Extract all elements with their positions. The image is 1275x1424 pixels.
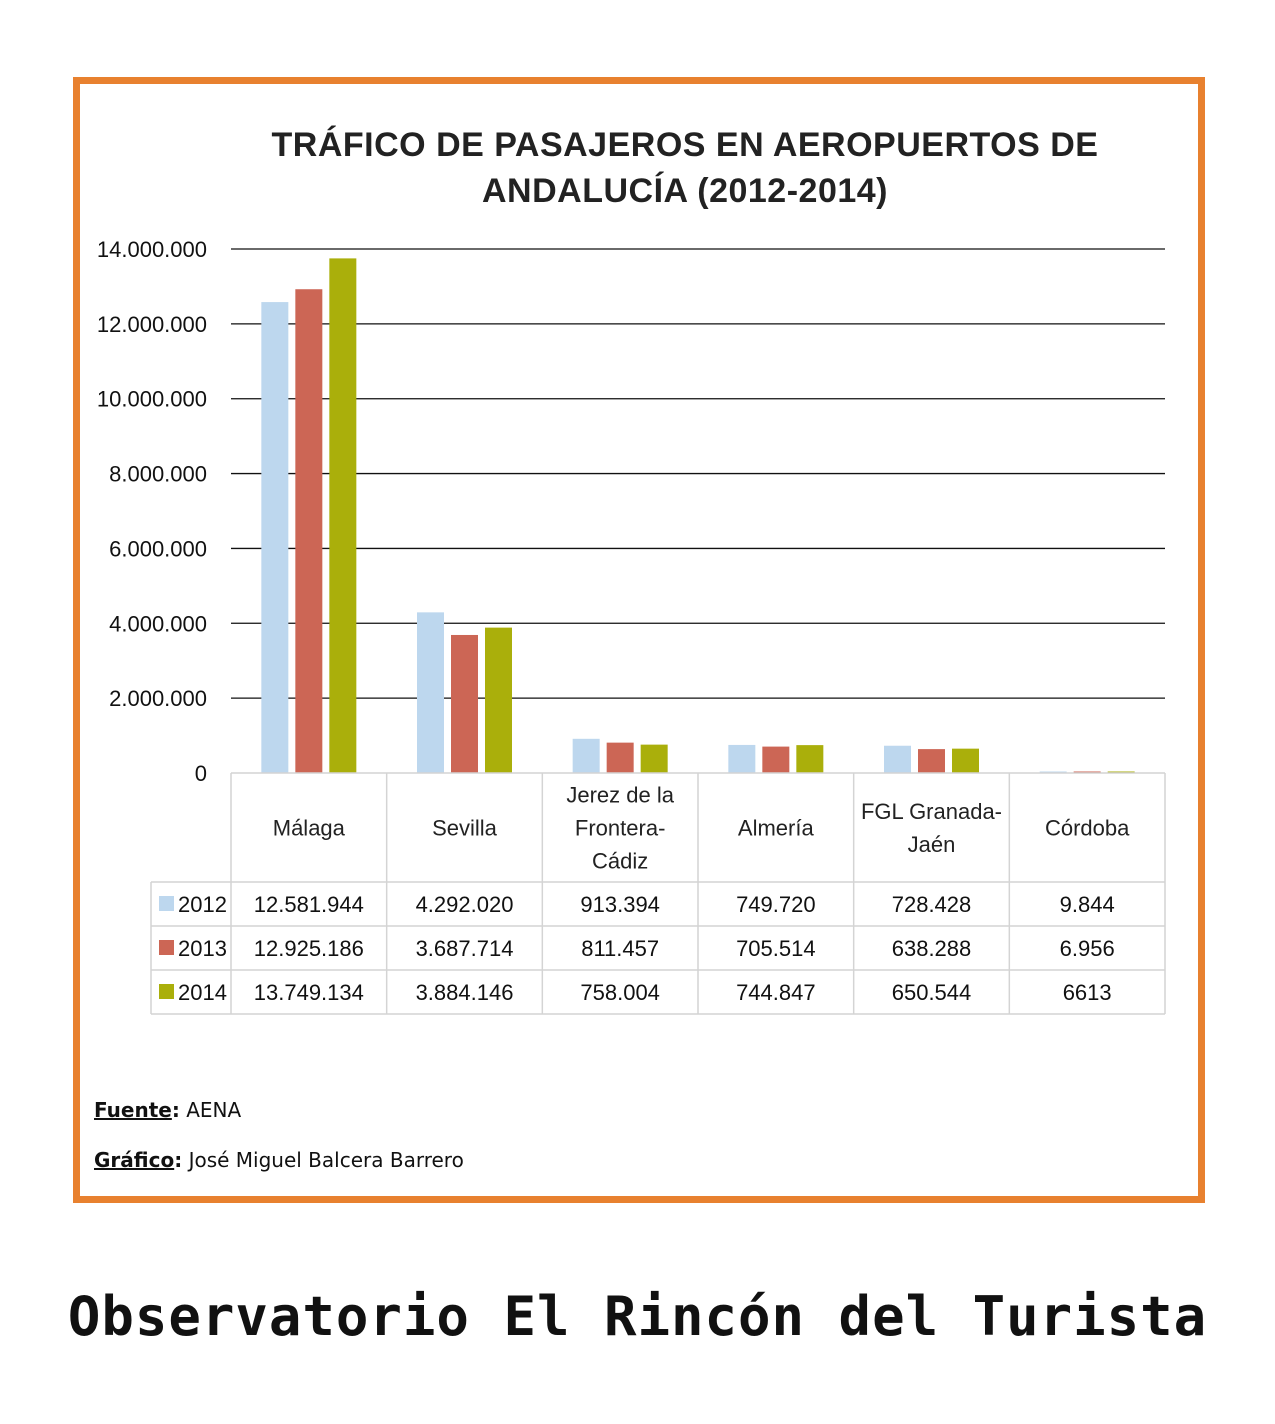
bar-2013 <box>451 634 478 773</box>
footer-brand: Observatorio El Rincón del Turista <box>67 1285 1208 1348</box>
data-label: 811.457 <box>581 936 659 961</box>
data-label: 758.004 <box>580 980 660 1005</box>
bar-2013 <box>918 749 945 773</box>
data-label: 6613 <box>1063 980 1112 1005</box>
legend-swatch-2014 <box>159 984 174 999</box>
data-label: 913.394 <box>580 892 660 917</box>
data-label: 744.847 <box>736 980 816 1005</box>
source-value: AENA <box>186 1098 242 1122</box>
data-label: 728.428 <box>892 892 972 917</box>
source-key: Fuente <box>94 1098 172 1122</box>
legend-label: 2012 <box>178 892 227 917</box>
data-label: 6.956 <box>1060 936 1115 961</box>
y-tick-label: 6.000.000 <box>109 536 207 561</box>
bar-2012 <box>417 612 444 773</box>
legend-label: 2013 <box>178 936 227 961</box>
chart-title: TRÁFICO DE PASAJEROS EN AEROPUERTOS DE A… <box>271 126 1099 210</box>
bar-2013 <box>295 289 323 773</box>
bar-2012 <box>884 745 911 773</box>
category-label: Sevilla <box>432 816 498 841</box>
category-label: Jerez de la Frontera-Cádiz <box>566 783 674 874</box>
bar-2013 <box>606 742 634 773</box>
source-credit: Fuente: AENA <box>94 1098 242 1122</box>
legend-swatch-2013 <box>159 940 174 955</box>
bar-2012 <box>572 738 600 773</box>
bar-2014 <box>952 748 979 773</box>
y-tick-label: 2.000.000 <box>109 686 207 711</box>
data-label: 650.544 <box>892 980 972 1005</box>
bar-2014 <box>796 745 824 773</box>
data-label: 4.292.020 <box>416 892 514 917</box>
bar-2013 <box>762 746 790 773</box>
graphic-credit: Gráfico: José Miguel Balcera Barrero <box>94 1148 464 1172</box>
category-label: Córdoba <box>1045 816 1130 841</box>
bar-2012 <box>261 302 289 773</box>
data-label: 705.514 <box>736 936 816 961</box>
bar-2014 <box>485 627 512 773</box>
data-label: 3.687.714 <box>416 936 514 961</box>
data-label: 12.581.944 <box>254 892 364 917</box>
category-label: Málaga <box>273 816 346 841</box>
y-tick-label: 8.000.000 <box>109 462 207 487</box>
y-tick-label: 0 <box>195 761 207 786</box>
legend-swatch-2012 <box>159 896 174 911</box>
category-label: Almería <box>738 816 815 841</box>
data-label: 638.288 <box>892 936 972 961</box>
legend-label: 2014 <box>178 980 227 1005</box>
graphic-key: Gráfico <box>94 1148 175 1172</box>
data-label: 12.925.186 <box>254 936 364 961</box>
data-label: 3.884.146 <box>416 980 514 1005</box>
y-tick-label: 4.000.000 <box>109 611 207 636</box>
bar-2014 <box>329 258 357 774</box>
y-tick-label: 14.000.000 <box>97 237 207 262</box>
category-label: FGL Granada-Jaén <box>861 799 1002 857</box>
y-tick-label: 10.000.000 <box>97 387 207 412</box>
bar-2012 <box>728 744 756 773</box>
data-label: 13.749.134 <box>254 980 364 1005</box>
data-label: 749.720 <box>736 892 816 917</box>
bar-2014 <box>640 744 668 773</box>
y-tick-label: 12.000.000 <box>97 312 207 337</box>
data-label: 9.844 <box>1060 892 1115 917</box>
graphic-value: José Miguel Balcera Barrero <box>188 1148 464 1172</box>
